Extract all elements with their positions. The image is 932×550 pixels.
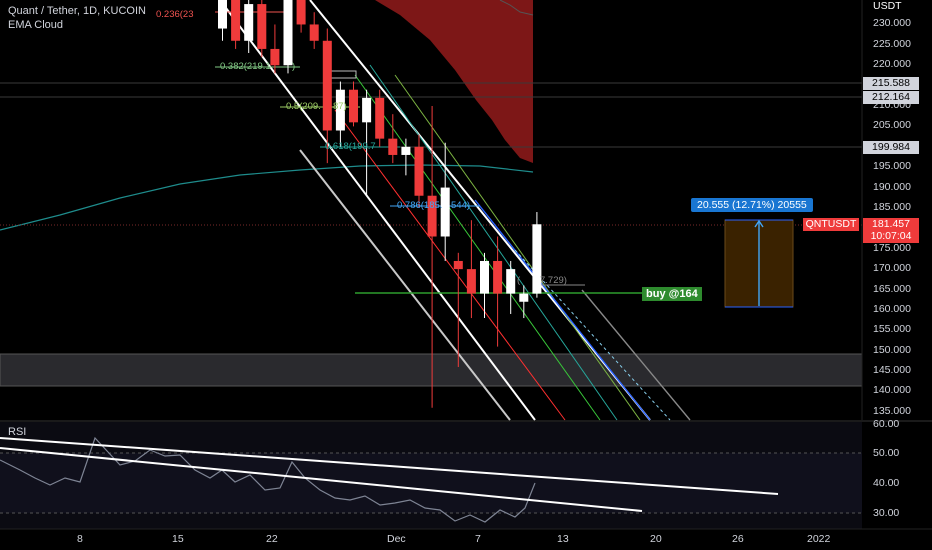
candle-body[interactable] xyxy=(375,97,385,139)
time-tick: 13 xyxy=(557,533,569,545)
price-tick: 220.000 xyxy=(873,58,911,71)
fib-label-0786: 0.786(185. xyxy=(397,200,443,211)
rsi-tick: 50.00 xyxy=(873,447,900,459)
fib-label-0382-close: ) xyxy=(292,61,296,72)
current-price-tag[interactable]: 181.457 xyxy=(863,218,919,231)
fib-fan-teal xyxy=(369,64,618,421)
time-tick: 15 xyxy=(172,533,184,545)
rsi-tick: 60.00 xyxy=(873,418,900,430)
candle-body[interactable] xyxy=(362,97,372,123)
fib-label-0236: 0.236(23 xyxy=(156,9,194,20)
ema-cloud xyxy=(375,0,533,163)
candle-body[interactable] xyxy=(453,260,463,270)
chart-legend: Quant / Tether, 1D, KUCOIN EMA Cloud xyxy=(8,4,146,32)
rsi-trendline-lower xyxy=(0,447,643,512)
candle-body[interactable] xyxy=(414,146,424,196)
price-tick: 135.000 xyxy=(873,404,911,417)
measure-arrow-head-icon xyxy=(754,219,764,228)
price-tick: 225.000 xyxy=(873,37,911,50)
fib-label-05: 0.5(209. xyxy=(286,101,321,112)
time-tick: 8 xyxy=(77,533,83,545)
channel-lower-line xyxy=(309,0,651,421)
fib-fan-green xyxy=(354,74,601,421)
candle-body[interactable] xyxy=(218,0,227,29)
fib-label-0618: 0.618(199.7 xyxy=(325,141,376,152)
candle-body[interactable] xyxy=(388,138,398,155)
time-tick: 2022 xyxy=(807,533,831,545)
price-tick: 140.000 xyxy=(873,384,911,397)
candle-body[interactable] xyxy=(349,89,358,123)
candle-body[interactable] xyxy=(532,224,542,294)
fib-label-05-close: 87) xyxy=(333,101,347,112)
level-tag-199[interactable]: 199.984 xyxy=(863,141,919,154)
symbol-title[interactable]: Quant / Tether, 1D, KUCOIN xyxy=(8,5,146,17)
channel-upper-line xyxy=(219,0,536,421)
price-tick: 190.000 xyxy=(873,180,911,193)
candle-body[interactable] xyxy=(296,0,306,25)
candle-body[interactable] xyxy=(480,260,489,294)
channel-outer-line xyxy=(299,149,511,421)
price-tick: 175.000 xyxy=(873,241,911,254)
rsi-title[interactable]: RSI xyxy=(8,426,27,438)
candle-body[interactable] xyxy=(519,293,529,302)
price-tick: 150.000 xyxy=(873,343,911,356)
fib-label-0382: 0.382(219.1 xyxy=(220,61,271,72)
price-axis-unit: USDT xyxy=(873,0,902,12)
candle-body[interactable] xyxy=(309,24,319,41)
rsi-line xyxy=(0,436,536,523)
price-tick: 230.000 xyxy=(873,17,911,30)
candle-body[interactable] xyxy=(440,187,450,237)
fib-label-1: 7.729) xyxy=(540,275,567,286)
indicator-name[interactable]: EMA Cloud xyxy=(8,19,64,31)
candle-body[interactable] xyxy=(257,4,267,49)
price-tick: 160.000 xyxy=(873,302,911,315)
price-tick: 185.000 xyxy=(873,200,911,213)
price-tick: 155.000 xyxy=(873,323,911,336)
time-tick: 20 xyxy=(650,533,662,545)
time-tick: Dec xyxy=(387,533,406,545)
time-tick: 26 xyxy=(732,533,744,545)
time-tick: 7 xyxy=(475,533,481,545)
candle-body[interactable] xyxy=(466,269,476,294)
fib-label-0786-close: 544) xyxy=(451,200,471,211)
candle-body[interactable] xyxy=(401,146,411,155)
support-zone xyxy=(0,353,863,387)
level-tag-212[interactable]: 212.164 xyxy=(863,91,919,104)
level-tag-215[interactable]: 215.588 xyxy=(863,77,919,90)
candle-body[interactable] xyxy=(244,4,254,41)
time-tick: 22 xyxy=(266,533,278,545)
projection-gray-line xyxy=(581,289,691,421)
fib-label-1-open: ( xyxy=(517,275,521,286)
fib-fan-lime xyxy=(394,74,641,421)
fib-fan-blue xyxy=(474,199,651,421)
candle-body[interactable] xyxy=(322,40,332,131)
candle-body[interactable] xyxy=(493,260,503,294)
candle-body[interactable] xyxy=(270,48,280,66)
rsi-trendline-upper xyxy=(0,437,779,495)
rsi-tick: 40.00 xyxy=(873,477,900,489)
price-tick: 195.000 xyxy=(873,160,911,173)
candle-body[interactable] xyxy=(335,89,345,131)
buy-label[interactable]: buy @164 xyxy=(642,287,702,301)
countdown-tag: 10:07:04 xyxy=(863,230,919,243)
candles-group xyxy=(218,0,542,408)
fib-fan-red xyxy=(334,109,566,421)
symbol-tag[interactable]: QNTUSDT xyxy=(803,218,859,231)
rsi-tick: 30.00 xyxy=(873,507,900,519)
measure-label[interactable]: 20.555 (12.71%) 20555 xyxy=(691,198,813,212)
candle-body[interactable] xyxy=(506,269,516,294)
price-tick: 165.000 xyxy=(873,282,911,295)
candle-body[interactable] xyxy=(231,0,241,41)
price-tick: 170.000 xyxy=(873,262,911,275)
candle-body[interactable] xyxy=(283,0,293,66)
ema-line xyxy=(0,164,534,231)
ema-cloud-upper-edge xyxy=(499,0,534,16)
price-tick: 205.000 xyxy=(873,119,911,132)
candle-body[interactable] xyxy=(427,195,437,237)
price-tick: 145.000 xyxy=(873,364,911,377)
